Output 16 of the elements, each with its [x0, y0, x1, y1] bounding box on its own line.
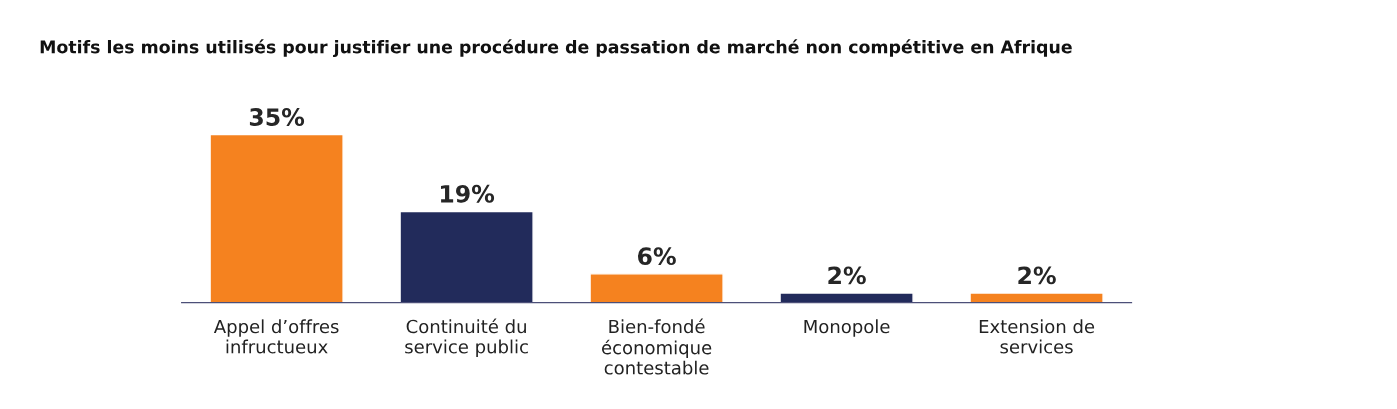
x-tick-label: Bien-fondé économique contestable: [601, 318, 712, 375]
x-tick-label: Extension de services: [979, 319, 1095, 354]
data-label: 2%: [1018, 266, 1056, 285]
x-tick-label: Appel d’offres infructueux: [213, 319, 339, 354]
chart-title: Motifs les moins utilisés pour justifier une procédure de passation de marché non compétitive en Afrique: [40, 39, 1072, 57]
bar: [969, 292, 1104, 303]
x-tick-label: Monopole: [804, 319, 890, 337]
bar: [399, 210, 534, 303]
data-label: 35%: [249, 108, 305, 126]
data-label: 6%: [638, 247, 676, 266]
x-tick-label: Continuité du service public: [405, 318, 528, 358]
data-label: 2%: [828, 266, 866, 285]
bar: [209, 133, 344, 303]
data-label: 19%: [441, 184, 495, 203]
bar: [589, 273, 724, 303]
bar: [779, 292, 914, 303]
